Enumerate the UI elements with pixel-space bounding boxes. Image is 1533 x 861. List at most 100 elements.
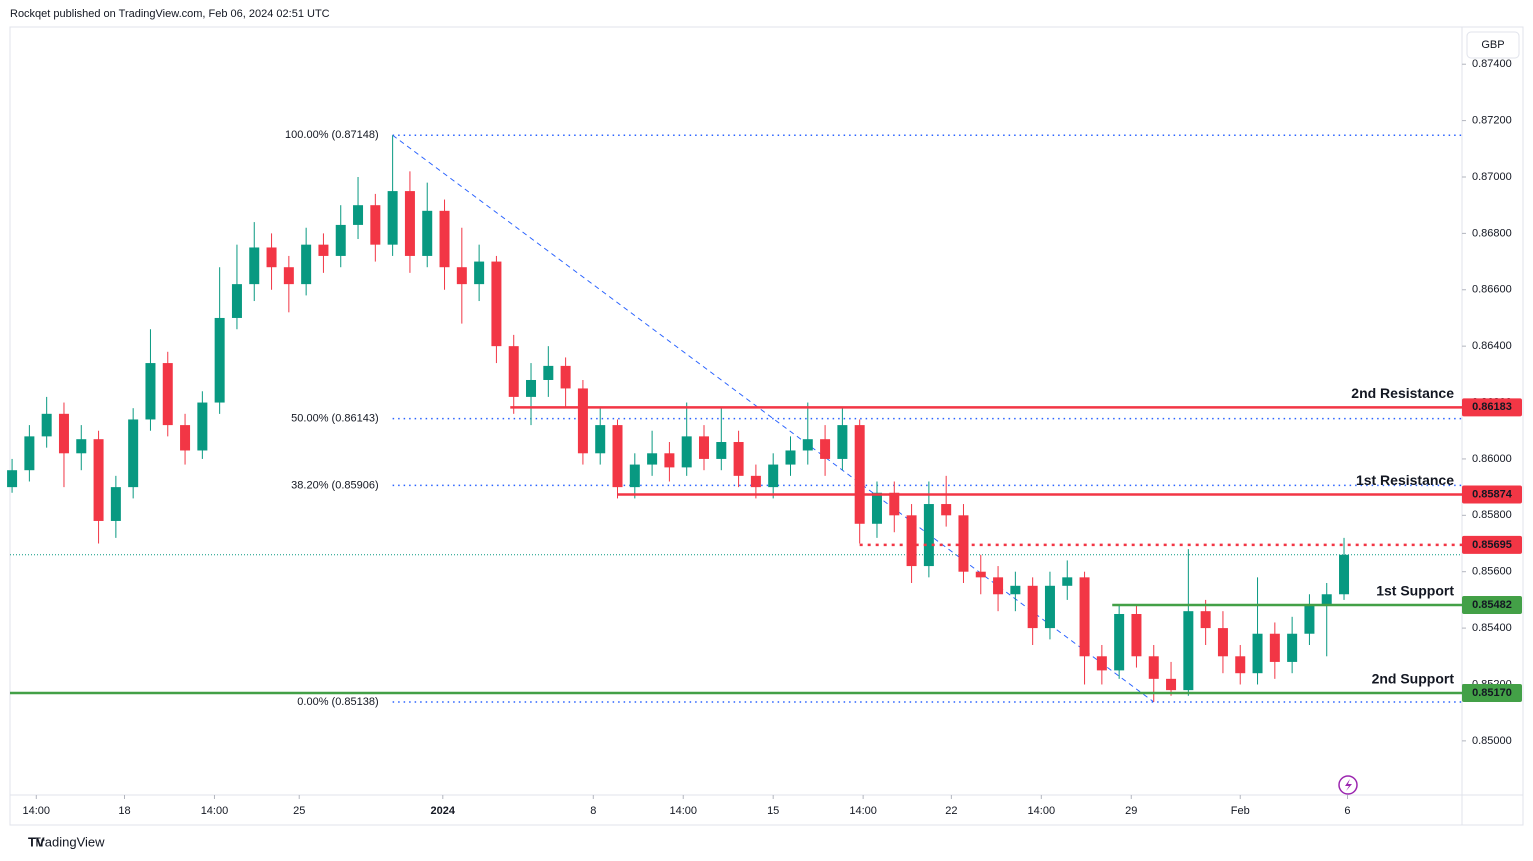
candle-body xyxy=(353,205,364,225)
candle-body xyxy=(526,379,537,397)
candle-body xyxy=(577,388,588,454)
fib-label: 50.00% (0.86143) xyxy=(291,413,378,425)
candle-body xyxy=(993,577,1004,595)
candle-body xyxy=(93,439,104,521)
candle-body xyxy=(214,317,225,403)
level-name: 1st Support xyxy=(1376,583,1454,599)
candle-body xyxy=(612,425,623,488)
candle-body xyxy=(180,425,191,451)
candle-body xyxy=(681,436,692,468)
candle-body xyxy=(647,453,658,465)
chart-frame xyxy=(9,26,1524,826)
x-tick-label: 15 xyxy=(767,805,779,817)
candle-body xyxy=(975,571,986,578)
currency-label[interactable]: GBP xyxy=(1481,39,1504,51)
candle-body xyxy=(923,504,934,567)
y-tick-label: 0.85600 xyxy=(1472,566,1512,578)
event-icon[interactable] xyxy=(1338,775,1358,795)
y-tick-label: 0.87400 xyxy=(1472,58,1512,70)
candle-body xyxy=(283,267,294,285)
candle-body xyxy=(370,205,381,245)
x-tick-label: 14:00 xyxy=(669,805,697,817)
candle-body xyxy=(1044,585,1055,629)
y-tick-label: 0.86800 xyxy=(1472,227,1512,239)
x-tick-label: 22 xyxy=(945,805,957,817)
x-tick-label: 18 xyxy=(118,805,130,817)
candle-body xyxy=(456,267,467,285)
candle-body xyxy=(162,363,173,426)
candle-body xyxy=(301,244,312,285)
y-tick-label: 0.86000 xyxy=(1472,453,1512,465)
fib-label: 38.20% (0.85906) xyxy=(291,479,378,491)
candle-body xyxy=(1114,613,1125,671)
price-tag-label: 0.86183 xyxy=(1472,401,1512,413)
candle-body xyxy=(1062,577,1073,586)
price-tag xyxy=(1462,683,1522,702)
candle-body xyxy=(750,475,761,488)
price-tag-label: 0.85874 xyxy=(1472,488,1513,500)
price-tag-label: 0.85482 xyxy=(1472,599,1512,611)
level-name: 2nd Support xyxy=(1372,671,1455,687)
candle-body xyxy=(1269,633,1280,662)
candle-body xyxy=(785,450,796,465)
candle-body xyxy=(820,439,831,459)
candle-body xyxy=(1079,577,1090,657)
candle-body xyxy=(1339,554,1350,595)
candle-body xyxy=(543,365,554,380)
candle-body xyxy=(1131,613,1142,657)
price-tag-label: 0.85695 xyxy=(1472,539,1512,551)
candle-body xyxy=(906,515,917,567)
candle-body xyxy=(1217,628,1228,657)
candle-body xyxy=(439,210,450,268)
candle-body xyxy=(698,436,709,459)
candle-body xyxy=(1200,611,1211,629)
candle-body xyxy=(629,464,640,488)
y-tick-label: 0.87000 xyxy=(1472,171,1512,183)
y-tick-label: 0.85800 xyxy=(1472,509,1512,521)
level-name: 1st Resistance xyxy=(1356,472,1454,488)
candle-body xyxy=(1183,611,1194,691)
candle-body xyxy=(1148,656,1159,679)
y-tick-label: 0.85000 xyxy=(1472,735,1512,747)
x-tick-label: 6 xyxy=(1344,805,1350,817)
candle-body xyxy=(1252,633,1263,674)
candle-body xyxy=(889,492,900,516)
y-tick-label: 0.87200 xyxy=(1472,115,1512,127)
y-tick-label: 0.86600 xyxy=(1472,284,1512,296)
candle-body xyxy=(768,464,779,488)
candle-body xyxy=(266,247,277,268)
candle-body xyxy=(474,261,485,285)
candle-body xyxy=(802,439,813,451)
price-tag xyxy=(1462,485,1522,504)
y-tick-label: 0.86400 xyxy=(1472,340,1512,352)
candle-body xyxy=(335,224,346,256)
candle-body xyxy=(1010,585,1021,595)
x-tick-label: Feb xyxy=(1231,805,1250,817)
candle-body xyxy=(197,402,208,451)
candle-body xyxy=(560,365,571,389)
candle-body xyxy=(1304,605,1315,634)
x-tick-label: 14:00 xyxy=(849,805,877,817)
candle-body xyxy=(871,492,882,524)
candle-body xyxy=(1287,633,1298,662)
candle-body xyxy=(128,419,139,488)
candle-body xyxy=(941,504,952,516)
price-tag xyxy=(1462,398,1522,417)
x-tick-label: 14:00 xyxy=(201,805,229,817)
candle-body xyxy=(595,425,606,454)
x-tick-label: 8 xyxy=(590,805,596,817)
candle-body xyxy=(508,346,519,397)
candle-body xyxy=(854,425,865,524)
price-tag xyxy=(1462,595,1522,614)
candle-body xyxy=(76,439,87,454)
currency-button[interactable] xyxy=(1466,31,1520,59)
level-name: 2nd Resistance xyxy=(1351,385,1454,401)
fib-label: 100.00% (0.87148) xyxy=(285,129,379,141)
candle-body xyxy=(958,515,969,572)
candle-body xyxy=(41,413,52,437)
x-tick-label: 14:00 xyxy=(23,805,51,817)
candle-body xyxy=(110,487,121,521)
candle-body xyxy=(1096,656,1107,671)
